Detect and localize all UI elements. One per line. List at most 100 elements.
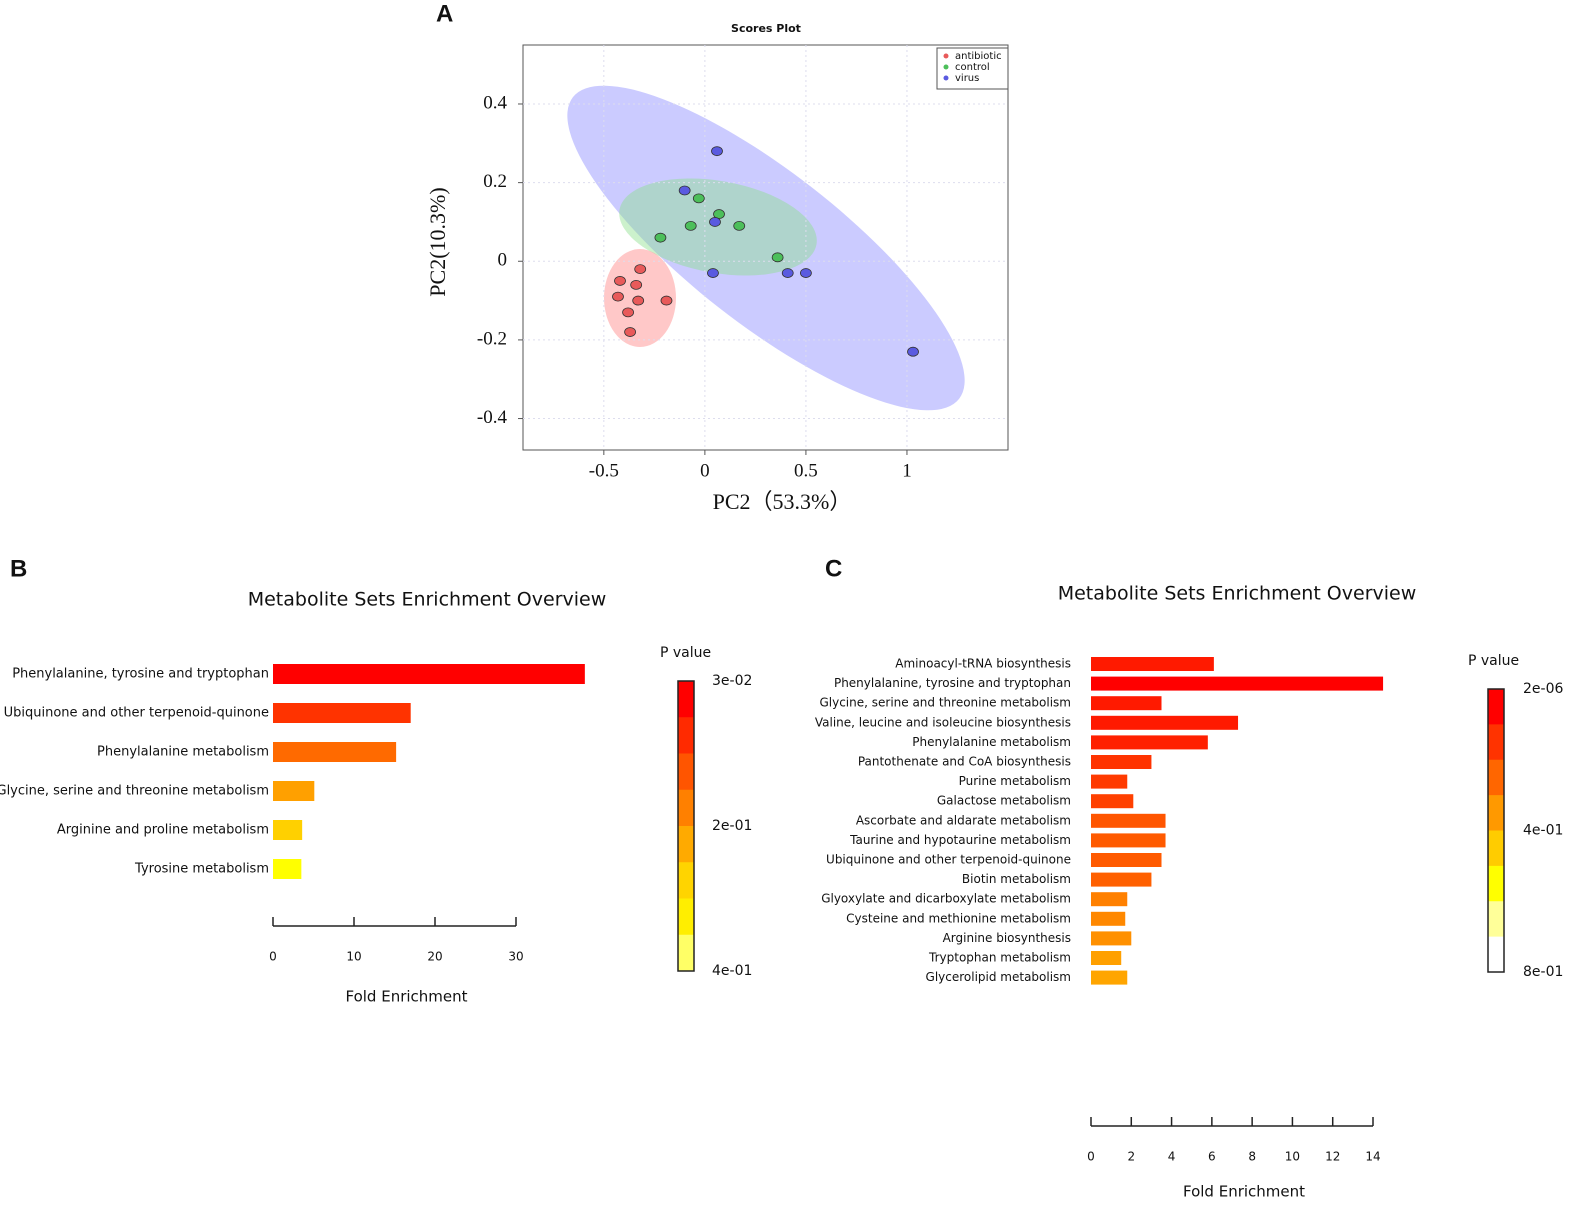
colorbar-step (678, 681, 694, 718)
x-tick-label: 0.5 (794, 460, 818, 481)
panel-letter: A (436, 0, 453, 27)
legend-marker (943, 64, 949, 70)
category-label: Glycine, serine and threonine metabolism (0, 784, 269, 799)
plot-frame (522, 44, 1009, 451)
legend-label: antibiotic (955, 51, 1002, 62)
point (614, 276, 626, 286)
y-axis-label: PC2(10.3%) (425, 187, 450, 296)
point (771, 252, 784, 263)
colorbar-frame (677, 680, 695, 972)
chart-title: Metabolite Sets Enrichment Overview (248, 589, 607, 611)
bar (273, 781, 315, 801)
bar (1091, 951, 1122, 965)
x-tick-label: 6 (1208, 1150, 1216, 1164)
colorbar-step (1488, 936, 1504, 973)
category-label: Tyrosine metabolism (134, 862, 269, 877)
point (630, 279, 643, 290)
point (622, 307, 634, 318)
colorbar-title: P value (660, 645, 711, 661)
legend-marker (943, 53, 949, 59)
x-tick-label: 0 (700, 460, 710, 481)
bar (1091, 755, 1152, 769)
legend-box (936, 47, 1009, 90)
x-tick-label: 8 (1248, 1150, 1256, 1164)
y-tick-label: -0.2 (477, 328, 507, 349)
colorbar-step (678, 898, 694, 936)
point (632, 295, 645, 306)
panel-letter: B (10, 555, 27, 582)
colorbar-label: 2e-06 (1523, 681, 1563, 697)
category-label: Phenylalanine metabolism (912, 735, 1071, 749)
bar (1091, 715, 1239, 730)
category-label: Pantothenate and CoA biosynthesis (858, 755, 1071, 769)
x-tick-label: -0.5 (589, 460, 619, 481)
legend-marker (943, 75, 949, 81)
x-tick-label: 4 (1168, 1150, 1176, 1164)
x-tick-label: 0 (1087, 1150, 1095, 1164)
x-axis-label: PC2（53.3%） (713, 489, 852, 514)
colorbar-step (678, 753, 694, 791)
bar (1091, 911, 1126, 926)
bar (273, 664, 585, 684)
colorbar-step (1488, 830, 1504, 867)
colorbar-label: 8e-01 (1523, 964, 1563, 980)
category-label: Ubiquinone and other terpenoid-quinone (826, 853, 1071, 867)
colorbar-step (1488, 724, 1504, 761)
point (660, 295, 673, 306)
colorbar-label: 2e-01 (712, 818, 752, 834)
colorbar-step (678, 862, 694, 899)
category-label: Taurine and hypotaurine metabolism (849, 833, 1071, 847)
point (800, 268, 812, 278)
bar (1091, 970, 1128, 985)
bar (1091, 735, 1208, 750)
x-tick-label: 30 (508, 950, 523, 964)
colorbar-step (1488, 901, 1504, 938)
bar (1091, 892, 1128, 907)
colorbar-label: 3e-02 (712, 673, 752, 689)
category-label: Tryptophan metabolism (928, 951, 1071, 965)
virus-ellipse (567, 85, 965, 411)
x-axis-label: Fold Enrichment (1183, 1183, 1305, 1201)
bar (273, 703, 411, 723)
y-tick-label: 0.4 (483, 92, 507, 113)
category-label: Glyoxylate and dicarboxylate metabolism (821, 892, 1071, 906)
point (684, 220, 697, 231)
category-label: Ubiquinone and other terpenoid-quinone (4, 706, 269, 721)
point (709, 217, 721, 227)
category-label: Galactose metabolism (937, 794, 1071, 808)
x-tick-label: 10 (346, 950, 361, 964)
point (692, 193, 705, 204)
colorbar-step (678, 826, 694, 863)
chart-title: Metabolite Sets Enrichment Overview (1058, 583, 1417, 605)
category-label: Aminoacyl-tRNA biosynthesis (895, 657, 1071, 671)
colorbar-step (1488, 795, 1504, 831)
category-label: Phenylalanine, tyrosine and tryptophan (834, 676, 1071, 690)
colorbar-step (678, 717, 694, 754)
point (733, 220, 746, 231)
bar (1091, 813, 1166, 828)
colorbar-step (1488, 865, 1504, 902)
bar (1091, 696, 1162, 711)
point (781, 268, 794, 278)
point (612, 291, 624, 302)
category-label: Ascorbate and aldarate metabolism (856, 813, 1071, 827)
legend-label: control (955, 62, 990, 73)
category-label: Glycine, serine and threonine metabolism (819, 696, 1071, 710)
plot-title: Scores Plot (731, 22, 801, 35)
colorbar-frame (1487, 688, 1505, 973)
point (678, 185, 691, 196)
point (654, 232, 667, 243)
y-tick-label: 0.2 (483, 171, 507, 192)
point (624, 327, 637, 337)
x-tick-label: 14 (1365, 1150, 1380, 1164)
x-tick-label: 0 (269, 950, 277, 964)
bar (1091, 794, 1134, 809)
category-label: Cysteine and methionine metabolism (846, 911, 1071, 925)
bar (1091, 657, 1214, 671)
category-label: Glycerolipid metabolism (926, 970, 1071, 984)
y-tick-label: -0.4 (477, 407, 508, 428)
category-label: Biotin metabolism (962, 872, 1071, 886)
bar (1091, 833, 1166, 848)
x-tick-label: 2 (1127, 1150, 1135, 1164)
